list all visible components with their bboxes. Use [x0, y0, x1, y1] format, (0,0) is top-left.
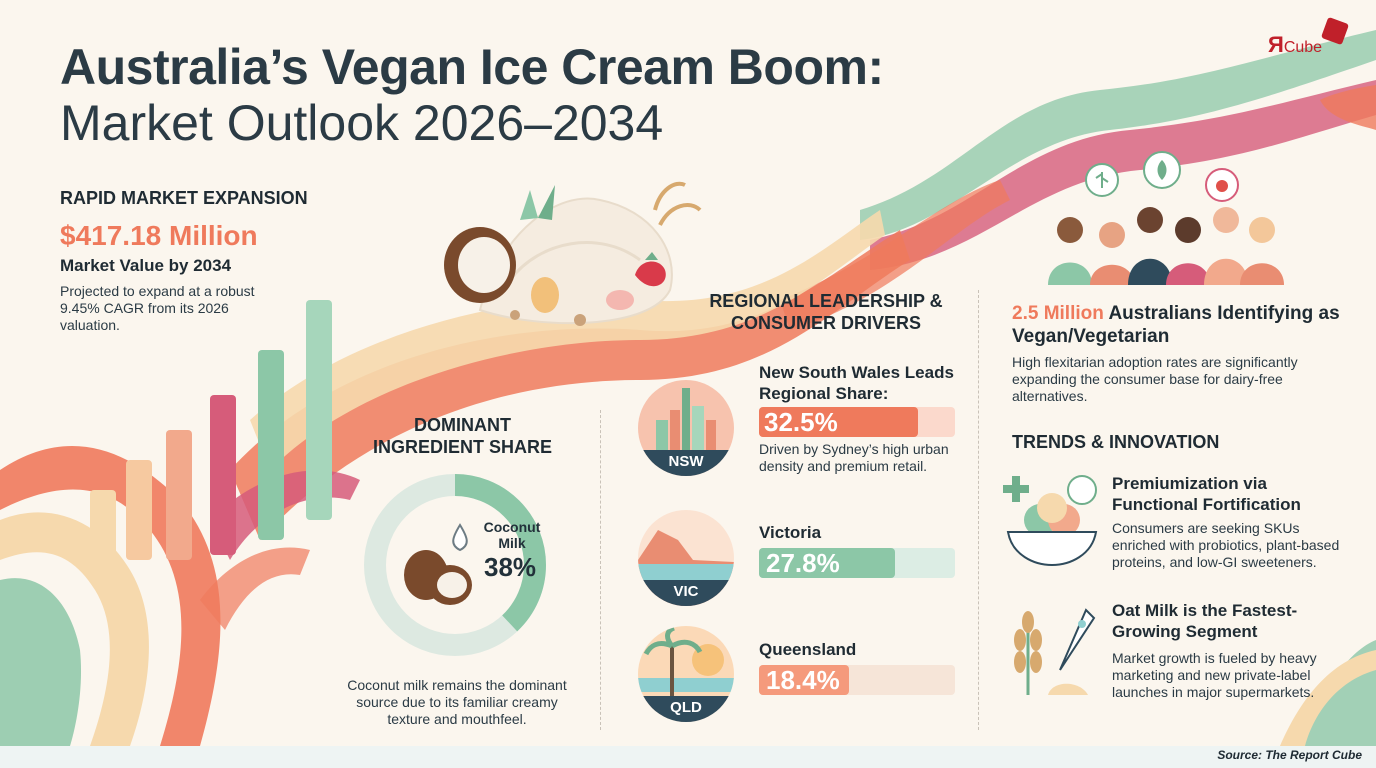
ingredient-description: Coconut milk remains the dominant source… [347, 677, 567, 727]
consumer-title-rest: Australians Identifying as Vegan/Vegetar… [1012, 303, 1340, 347]
people-group-icon [1048, 151, 1284, 285]
trend-title-1: Premiumization via Functional Fortificat… [1112, 474, 1301, 514]
divider [978, 290, 979, 730]
market-value-label: Market Value by 2034 [60, 256, 232, 275]
page-title: Australia’s Vegan Ice Cream Boom: [60, 39, 884, 95]
oat-rocket-icon [1014, 608, 1096, 695]
market-heading: RAPID MARKET EXPANSION [60, 188, 308, 208]
cube-icon [1320, 16, 1350, 46]
trend-description-1: Consumers are seeking SKUs enriched with… [1112, 520, 1340, 570]
region-badge-label: VIC [638, 580, 734, 606]
regional-heading: REGIONAL LEADERSHIP & CONSUMER DRIVERS [709, 291, 943, 333]
region-name-qld: Queensland [759, 640, 857, 659]
palm-beach-icon [638, 626, 734, 696]
region-badge-qld: QLD [638, 626, 734, 722]
region-description-nsw: Driven by Sydney’s high urban density an… [759, 441, 949, 474]
ingredient-donut-chart [364, 474, 546, 656]
consumer-description: High flexitarian adoption rates are sign… [1012, 354, 1298, 404]
region-badge-vic: VIC [638, 510, 734, 606]
region-share-qld: 18.4% [766, 665, 840, 695]
logo-text: ЯCube [1268, 32, 1323, 57]
consumer-highlight: 2.5 Million [1012, 303, 1104, 324]
region-bar-qld [759, 665, 850, 695]
region-bar-vic [759, 548, 896, 578]
region-badge-label: NSW [638, 450, 734, 476]
ice-cream-swirl-icon [444, 181, 702, 326]
region-share-vic: 27.8% [766, 548, 840, 578]
region-bar-nsw [759, 407, 919, 437]
region-share-nsw: 32.5% [764, 407, 838, 437]
source-credit: Source: The Report Cube [1217, 748, 1362, 762]
donut-segment-label: Coconut Milk [483, 519, 541, 551]
trend-description-2: Market growth is fueled by heavy marketi… [1112, 650, 1317, 700]
consumer-title: 2.5 Million Australians Identifying as V… [1012, 302, 1342, 348]
donut-segment-share: 38% [484, 552, 537, 582]
ice-cream-bowl-icon [1003, 475, 1098, 567]
region-badge-label: QLD [638, 696, 734, 722]
page-subtitle: Market Outlook 2026–2034 [60, 95, 664, 151]
footer-strip [0, 746, 1376, 768]
trend-title-2: Oat Milk is the Fastest-Growing Segment [1112, 601, 1298, 641]
city-skyline-icon [656, 388, 716, 452]
trends-heading: TRENDS & INNOVATION [1012, 432, 1220, 452]
milk-drop-icon [452, 523, 468, 552]
report-cube-logo: ЯCube [1268, 16, 1358, 64]
region-name-vic: Victoria [759, 523, 822, 542]
divider [600, 410, 601, 730]
donut-segment-coconut [364, 474, 546, 656]
region-badge-nsw: NSW [638, 380, 734, 476]
ingredient-heading: DOMINANT INGREDIENT SHARE [372, 415, 552, 457]
market-description: Projected to expand at a robust 9.45% CA… [60, 283, 255, 333]
market-value: $417.18 Million [60, 220, 258, 251]
region-name-nsw: New South Wales Leads Regional Share: [759, 363, 954, 403]
